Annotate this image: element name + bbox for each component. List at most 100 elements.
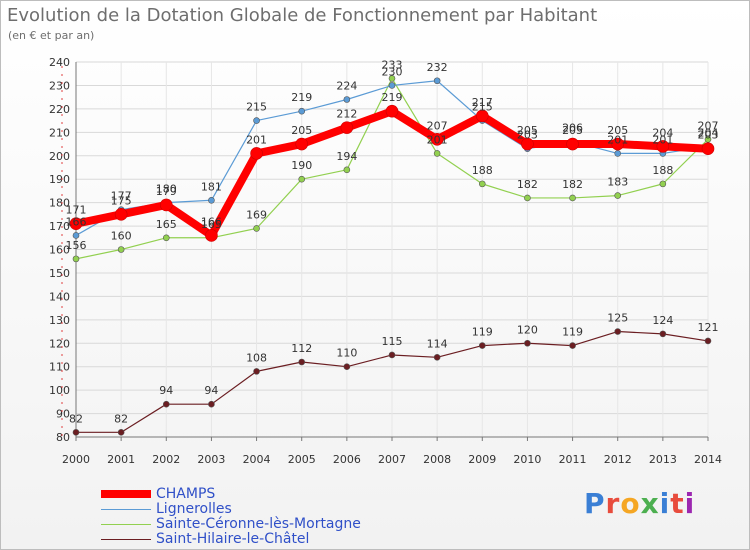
y-tick-label: 240 — [49, 56, 70, 69]
data-point — [704, 136, 712, 143]
data-label: 182 — [517, 178, 538, 191]
data-point — [159, 198, 173, 212]
brand-letter: t — [670, 487, 685, 520]
data-label: 183 — [607, 176, 628, 189]
data-label: 204 — [652, 126, 673, 139]
y-tick-label: 80 — [56, 431, 70, 444]
data-label: 201 — [607, 133, 628, 146]
x-tick-label: 2003 — [197, 453, 225, 466]
y-tick-label: 130 — [49, 314, 70, 327]
data-label: 212 — [336, 108, 357, 121]
data-label: 82 — [114, 412, 128, 425]
data-label: 119 — [562, 326, 583, 339]
data-point — [343, 166, 351, 174]
data-label: 215 — [246, 101, 267, 114]
data-point — [614, 328, 622, 335]
data-label: 215 — [472, 101, 493, 114]
data-label: 188 — [472, 164, 493, 177]
data-label: 165 — [156, 218, 177, 231]
data-point — [117, 429, 125, 436]
data-point — [569, 194, 576, 202]
brand-logo: Proxiti — [584, 487, 695, 520]
data-point — [388, 75, 396, 82]
x-tick-label: 2001 — [107, 453, 135, 466]
data-label: 230 — [382, 65, 403, 78]
data-point — [388, 351, 396, 359]
data-label: 175 — [111, 194, 132, 207]
x-tick-label: 2009 — [468, 453, 496, 466]
data-label: 207 — [427, 119, 448, 132]
y-tick-label: 180 — [49, 197, 70, 210]
data-point — [162, 400, 170, 408]
data-label: 188 — [652, 164, 673, 177]
data-point — [478, 180, 486, 188]
data-label: 125 — [607, 312, 628, 325]
data-point — [253, 117, 260, 124]
data-point — [385, 104, 399, 118]
x-tick-label: 2004 — [243, 453, 271, 466]
data-label: 165 — [201, 218, 222, 231]
data-point — [433, 150, 441, 157]
data-point — [614, 192, 622, 199]
legend-label: Saint-Hilaire-le-Châtel — [156, 531, 310, 547]
data-label: 203 — [517, 129, 538, 142]
data-point — [298, 107, 306, 115]
data-label: 121 — [698, 321, 719, 334]
data-label: 82 — [69, 412, 83, 425]
y-tick-label: 100 — [49, 384, 70, 397]
data-label: 190 — [291, 159, 312, 172]
data-point — [659, 180, 667, 188]
chart-subtitle: (en € et par an) — [8, 29, 95, 42]
data-point — [72, 255, 80, 263]
data-point — [611, 137, 625, 151]
x-tick-label: 2013 — [649, 453, 677, 466]
data-point — [72, 429, 80, 436]
brand-letter: o — [620, 487, 641, 520]
data-point — [205, 229, 218, 242]
data-label: 171 — [66, 204, 87, 217]
x-tick-label: 2012 — [604, 453, 632, 466]
data-label: 108 — [246, 351, 267, 364]
data-label: 233 — [382, 58, 403, 71]
data-label: 177 — [111, 190, 132, 203]
data-label: 201 — [652, 133, 673, 146]
data-point — [114, 208, 128, 221]
data-label: 207 — [698, 119, 719, 132]
y-tick-label: 170 — [49, 220, 70, 233]
legend-swatch — [101, 539, 151, 540]
data-point — [298, 358, 306, 366]
y-tick-label: 230 — [49, 79, 70, 92]
data-label: 206 — [562, 122, 583, 135]
data-label: 205 — [291, 124, 312, 137]
data-label: 112 — [291, 342, 312, 355]
data-label: 219 — [291, 91, 312, 104]
data-point — [701, 142, 715, 156]
data-label: 219 — [382, 91, 403, 104]
data-point — [569, 342, 576, 349]
data-label: 205 — [517, 124, 538, 137]
data-label: 181 — [201, 180, 222, 193]
data-point — [704, 337, 712, 345]
data-label: 232 — [427, 61, 448, 74]
y-tick-label: 140 — [49, 290, 70, 303]
x-tick-label: 2008 — [423, 453, 451, 466]
data-point — [430, 133, 444, 146]
data-label: 94 — [159, 384, 173, 397]
x-tick-label: 2011 — [559, 453, 587, 466]
data-label: 115 — [382, 335, 403, 348]
data-point — [72, 232, 80, 239]
data-point — [69, 217, 83, 231]
data-label: 169 — [246, 208, 267, 221]
data-point — [614, 150, 622, 157]
data-label: 182 — [562, 178, 583, 191]
data-point — [253, 368, 260, 375]
legend-swatch — [101, 509, 151, 510]
y-tick-label: 150 — [49, 267, 70, 280]
data-label: 224 — [336, 80, 357, 93]
data-label: 166 — [66, 215, 87, 228]
data-point — [208, 400, 215, 408]
data-point — [659, 330, 667, 338]
data-point — [475, 109, 489, 123]
